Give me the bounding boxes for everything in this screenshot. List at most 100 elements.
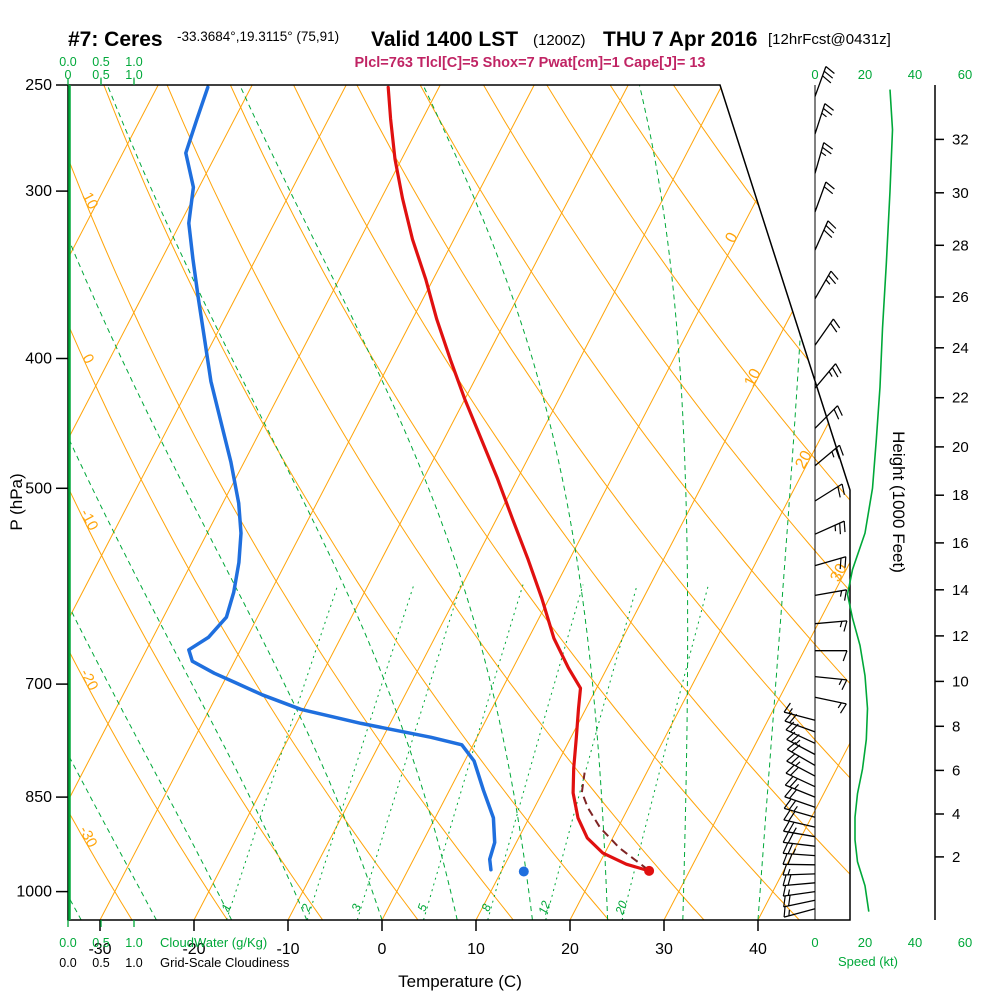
wind-barb-feather [786,731,796,740]
wind-barb-feather [784,712,793,722]
wind-barb-feather [787,822,795,833]
dry-adiabat-label: 10 [79,190,102,213]
pressure-tick-label: 1000 [16,884,52,901]
wind-barb-staff [783,841,816,847]
wind-barb-feather [843,620,848,632]
wind-barb-feather [783,702,791,713]
wind-barb-feather [787,843,794,854]
wind-barb-half-feather [788,909,790,916]
cloud-scale-bottom-green: 0.5 [92,936,109,950]
isotherm-exit-label: 10 [741,366,764,390]
dry-adiabat-line [229,85,800,920]
dry-adiabat-line [672,85,850,920]
height-tick-label: 26 [952,289,969,306]
wind-barb-half-feather [825,279,831,285]
wind-barb-feather [839,703,847,714]
height-tick-label: 18 [952,487,969,504]
wind-barb-half-feather [793,805,798,812]
wind-barb-feather [783,799,792,809]
valid-date: THU 7 Apr 2016 [603,28,757,51]
wind-barb-feather [843,521,846,533]
wind-barb-feather [835,448,840,459]
height-tick-label: 30 [952,185,969,202]
mixing-ratio-line [306,584,415,920]
moist-adiabat-line [422,85,609,920]
wind-barb-staff [782,863,816,866]
wind-barb-feather [791,744,801,753]
wind-barb-staff [814,444,840,467]
speed-tick-label-top: 20 [858,67,872,82]
dry-adiabat-line [68,85,419,920]
wind-barb-staff [814,103,826,135]
plot-frame [67,84,851,921]
mixing-ratio-line [545,584,638,920]
wind-barb-feather [782,885,787,897]
wind-barb-feather [832,318,841,329]
cloud-scale-top-row1: 1.0 [125,55,142,69]
wind-barb-feather [789,778,798,788]
height-tick-label: 16 [952,535,969,552]
wind-barb-feather [823,229,833,239]
wind-barb-half-feather [795,739,801,745]
isotherm-line [569,85,850,920]
skewt-grid [68,85,850,920]
isotherm-line [757,85,850,920]
height-tick-label: 14 [952,582,969,599]
wind-barb-feather [823,70,834,79]
wind-barb-feather [785,764,795,774]
wind-barb-feather [787,832,794,844]
speed-tick-label-bottom: 60 [958,935,972,950]
wind-barb-feather [784,787,793,798]
mixing-ratio-line [356,584,462,920]
wind-barb-feather [825,66,835,74]
wind-barb-feather [788,811,796,822]
parcel-path [580,772,649,871]
dry-adiabat-line [68,85,133,920]
height-tick-label: 20 [952,439,969,456]
wind-barbs [782,66,848,918]
moist-adiabat-line [757,85,812,920]
isotherm-line [68,85,159,920]
dry-adiabat-line [356,85,850,920]
wind-barb-staff [814,675,847,681]
wind-barb-feather [790,767,799,776]
mixing-ratio-line [226,584,339,920]
wind-barb-feather [831,367,839,378]
pressure-tick-label: 300 [25,183,52,200]
pressure-tick-label: 250 [25,77,52,94]
wind-barb-feather [824,103,834,111]
wind-barb-feather [844,556,847,568]
height-axis-label: Height (1000 Feet) [889,431,908,573]
wind-barb-feather [823,186,834,195]
dry-adiabat-line [546,85,850,920]
isotherm-line [663,85,850,920]
wind-barb-half-feather [787,868,791,875]
wind-barb-feather [790,723,799,733]
wind-barb-staff [814,220,829,251]
wind-barb-half-feather [820,151,827,157]
cloud-scale-top-row1: 0.0 [59,55,76,69]
wind-barb-half-feather [794,783,800,790]
speed-tick-label-bottom: 40 [908,935,922,950]
temp-tick-label: 0 [378,941,387,958]
isotherm-line [381,85,817,920]
temp-tick-label: 40 [749,941,767,958]
wind-barb-feather [841,679,848,691]
wind-barb-half-feather [788,708,793,714]
dry-adiabat-line [68,85,514,920]
moist-adiabat-line [68,85,383,920]
isotherm-line [193,85,629,920]
dry-adiabat-line [419,85,850,920]
wind-barb-feather [830,270,839,280]
speed-tick-label-bottom: 20 [858,935,872,950]
wind-barb-staff [814,363,837,389]
wind-barb-staff [814,405,839,429]
wind-barb-feather [790,733,800,743]
wind-barb-feather [790,755,800,764]
temperature-trace [386,85,651,873]
wind-barb-feather [839,558,842,570]
wind-barb-feather [841,483,845,495]
speed-tick-label-bottom: 0 [811,935,818,950]
